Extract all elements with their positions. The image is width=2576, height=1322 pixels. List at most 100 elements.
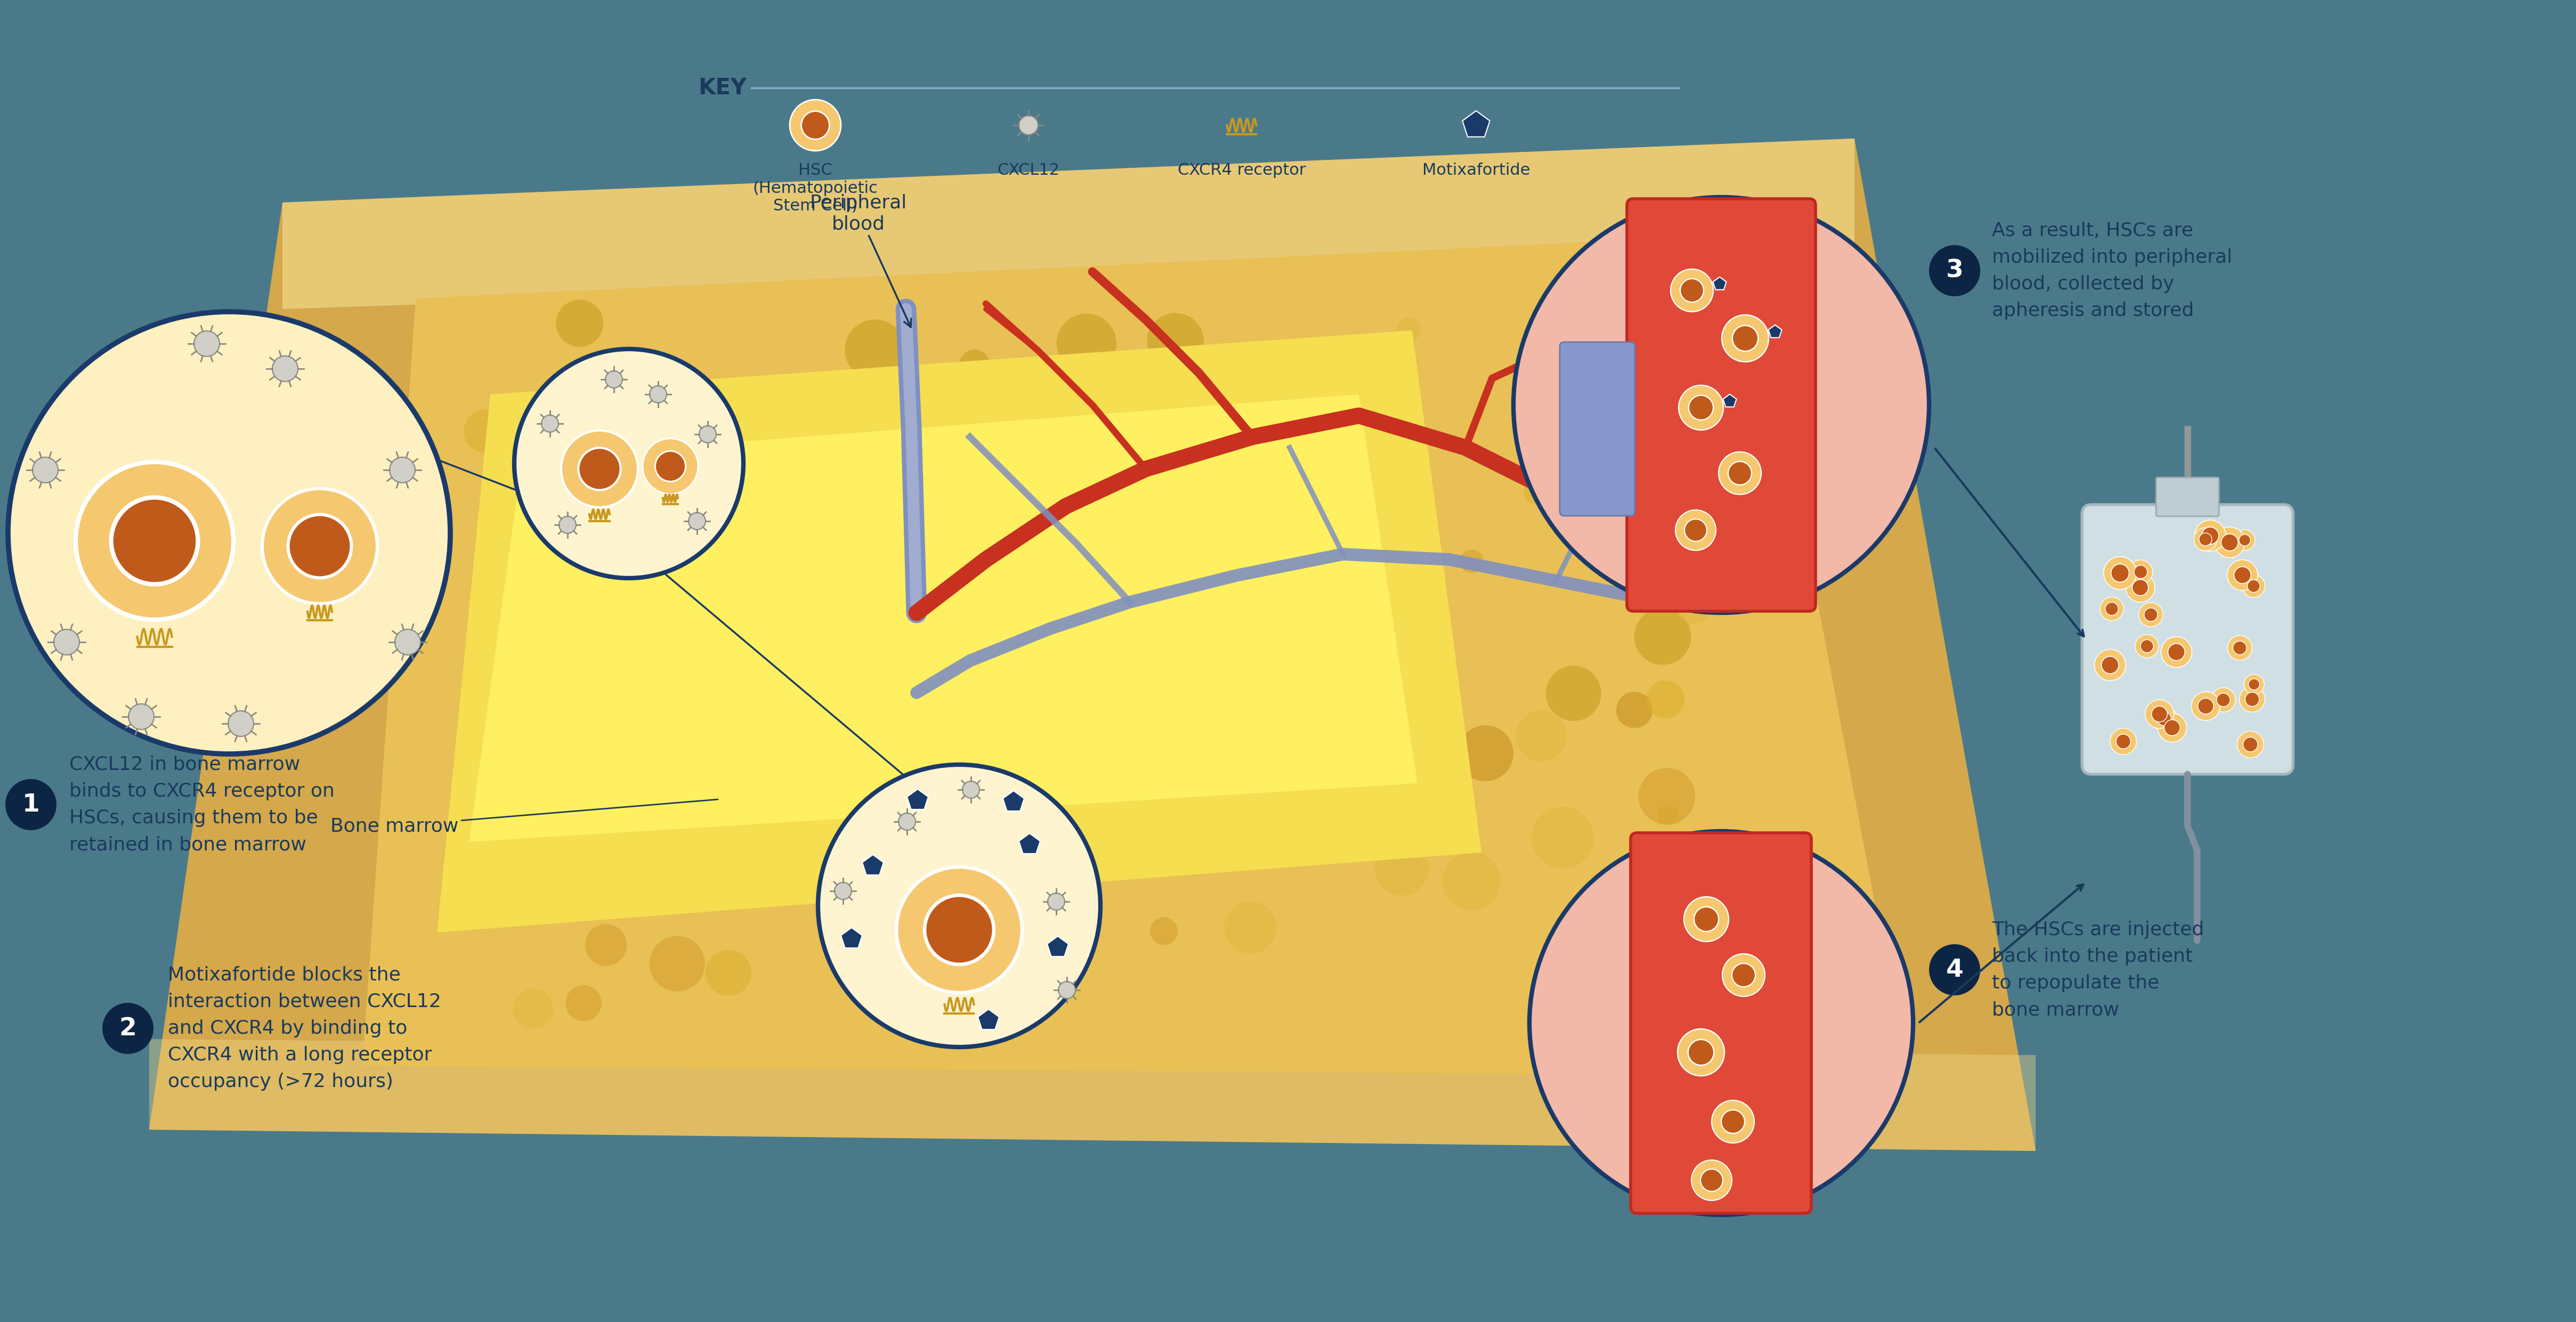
Circle shape xyxy=(1218,694,1278,755)
Circle shape xyxy=(263,489,376,604)
Circle shape xyxy=(8,312,451,754)
Circle shape xyxy=(1723,953,1765,997)
Circle shape xyxy=(639,646,690,697)
Circle shape xyxy=(2110,728,2136,755)
Circle shape xyxy=(1731,325,1757,352)
Circle shape xyxy=(2151,706,2177,731)
Circle shape xyxy=(1458,726,1512,781)
Polygon shape xyxy=(1048,936,1069,956)
Circle shape xyxy=(925,895,994,965)
Polygon shape xyxy=(363,234,1909,1076)
Circle shape xyxy=(394,629,420,654)
FancyBboxPatch shape xyxy=(1631,833,1811,1214)
Text: Motixafortide: Motixafortide xyxy=(1422,163,1530,178)
Text: Bone marrow: Bone marrow xyxy=(330,800,719,836)
Circle shape xyxy=(2246,580,2259,592)
Text: 4: 4 xyxy=(1945,958,1963,982)
Circle shape xyxy=(696,785,750,839)
Circle shape xyxy=(909,489,969,547)
Polygon shape xyxy=(469,394,1417,842)
Circle shape xyxy=(2228,559,2257,591)
Circle shape xyxy=(963,781,979,798)
Circle shape xyxy=(2197,698,2213,714)
Text: 3: 3 xyxy=(1945,259,1963,283)
Circle shape xyxy=(927,981,969,1021)
Text: Peripheral
blood: Peripheral blood xyxy=(809,194,912,327)
Circle shape xyxy=(1249,779,1303,833)
Circle shape xyxy=(605,371,623,387)
Circle shape xyxy=(1293,668,1334,707)
Circle shape xyxy=(54,629,80,654)
Circle shape xyxy=(819,764,1100,1047)
Circle shape xyxy=(554,591,603,641)
Circle shape xyxy=(1700,1169,1723,1191)
Circle shape xyxy=(775,508,809,541)
Circle shape xyxy=(1731,964,1754,986)
Circle shape xyxy=(974,858,1033,915)
Circle shape xyxy=(641,439,698,494)
Circle shape xyxy=(1654,882,1682,911)
Circle shape xyxy=(2125,572,2156,602)
Circle shape xyxy=(585,924,626,966)
Circle shape xyxy=(667,453,701,486)
Circle shape xyxy=(569,715,613,759)
Circle shape xyxy=(1391,568,1414,592)
Circle shape xyxy=(1728,461,1752,485)
Circle shape xyxy=(1680,385,1723,430)
Circle shape xyxy=(1656,804,1680,825)
Circle shape xyxy=(1443,851,1502,910)
Circle shape xyxy=(2239,686,2264,713)
Polygon shape xyxy=(979,1009,999,1030)
Circle shape xyxy=(1288,715,1350,777)
Circle shape xyxy=(1293,814,1321,843)
Circle shape xyxy=(2221,534,2239,551)
Circle shape xyxy=(2236,731,2264,758)
FancyBboxPatch shape xyxy=(2081,505,2293,775)
Circle shape xyxy=(75,461,234,620)
Circle shape xyxy=(2159,714,2187,742)
Circle shape xyxy=(103,1003,155,1054)
Text: CXCL12: CXCL12 xyxy=(997,163,1059,178)
Circle shape xyxy=(1396,317,1419,342)
Circle shape xyxy=(747,764,799,817)
Circle shape xyxy=(2146,699,2174,728)
Circle shape xyxy=(971,792,997,817)
Circle shape xyxy=(2246,693,2259,706)
Circle shape xyxy=(2151,706,2166,722)
Circle shape xyxy=(677,412,708,443)
Circle shape xyxy=(559,555,582,580)
Circle shape xyxy=(1636,888,1672,924)
Circle shape xyxy=(2241,575,2264,598)
Circle shape xyxy=(1193,779,1213,798)
Circle shape xyxy=(2215,527,2246,558)
Circle shape xyxy=(706,949,752,995)
Circle shape xyxy=(595,621,623,650)
Circle shape xyxy=(605,652,626,670)
Circle shape xyxy=(768,750,824,805)
Circle shape xyxy=(1033,680,1066,711)
Circle shape xyxy=(2164,719,2179,735)
Circle shape xyxy=(1074,699,1115,740)
Circle shape xyxy=(2233,530,2254,550)
Circle shape xyxy=(1680,279,1703,303)
Circle shape xyxy=(1146,833,1188,874)
Circle shape xyxy=(559,517,577,533)
Circle shape xyxy=(1589,962,1651,1026)
Circle shape xyxy=(1257,483,1319,545)
Polygon shape xyxy=(1713,278,1726,290)
Circle shape xyxy=(1685,520,1708,541)
Circle shape xyxy=(649,386,667,403)
Circle shape xyxy=(1149,917,1177,945)
Circle shape xyxy=(2094,649,2125,681)
Text: KEY: KEY xyxy=(698,77,747,99)
Circle shape xyxy=(289,514,350,578)
Circle shape xyxy=(1685,896,1728,941)
Circle shape xyxy=(1929,944,1981,995)
Circle shape xyxy=(2195,520,2226,551)
Circle shape xyxy=(1056,928,1095,966)
Text: 1: 1 xyxy=(23,793,39,817)
Text: 2: 2 xyxy=(118,1017,137,1040)
Circle shape xyxy=(1376,776,1406,806)
Polygon shape xyxy=(1723,394,1736,407)
Circle shape xyxy=(2202,527,2218,545)
